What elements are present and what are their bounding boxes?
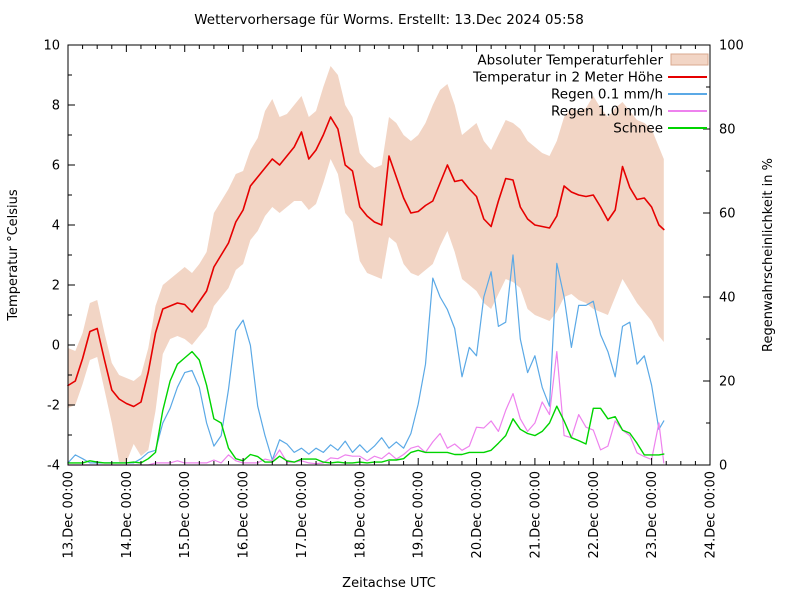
legend-label: Schnee [613, 121, 663, 137]
legend-entry: Regen 1.0 mm/h [551, 104, 707, 120]
legend-entry: Schnee [613, 121, 707, 137]
temperature-error-band [68, 66, 664, 462]
x-tick-label: 20.Dec 00:00 [470, 471, 485, 558]
y-left-tick-label: 2 [52, 279, 60, 294]
snow-line [67, 350, 665, 464]
y-right-tick-label: 60 [719, 207, 736, 222]
y-right-tick-label: 40 [719, 291, 736, 306]
y-left-tick-label: 10 [43, 39, 60, 54]
y-right-tick-label: 100 [719, 39, 744, 54]
x-tick-label: 18.Dec 00:00 [353, 471, 368, 558]
y-left-tick-label: 6 [52, 159, 60, 174]
legend-band-swatch [670, 53, 709, 66]
temperature-line [67, 116, 665, 408]
x-tick-label: 21.Dec 00:00 [528, 471, 543, 558]
x-tick-label: 13.Dec 00:00 [62, 471, 77, 558]
legend-label: Regen 0.1 mm/h [551, 87, 663, 103]
rain01-line [67, 254, 665, 464]
legend-label: Regen 1.0 mm/h [551, 104, 663, 120]
y-left-tick-label: -2 [47, 399, 60, 414]
x-tick-label: 23.Dec 00:00 [645, 471, 660, 558]
x-tick-label: 22.Dec 00:00 [587, 471, 602, 558]
rain10-line [67, 351, 665, 466]
y-right-tick-label: 80 [719, 123, 736, 138]
temperature-error-band-area [68, 66, 664, 462]
x-tick-label: 24.Dec 00:00 [704, 471, 719, 558]
x-tick-label: 19.Dec 00:00 [412, 471, 427, 558]
x-tick-label: 14.Dec 00:00 [120, 471, 135, 558]
y-left-tick-label: 0 [52, 339, 60, 354]
x-tick-label: 17.Dec 00:00 [295, 471, 310, 558]
x-tick-label: 16.Dec 00:00 [237, 471, 252, 558]
y-left-tick-label: 4 [52, 219, 60, 234]
legend-entry: Regen 0.1 mm/h [551, 87, 707, 103]
y-axis-label-right: Regenwahrscheinlichkeit in % [761, 158, 776, 352]
legend-label: Absoluter Temperaturfehler [477, 53, 663, 69]
x-tick-label: 15.Dec 00:00 [178, 471, 193, 558]
legend-label: Temperatur in 2 Meter Höhe [472, 70, 663, 86]
y-right-tick-label: 0 [719, 459, 727, 474]
y-left-tick-label: 8 [52, 99, 60, 114]
legend-entry: Absoluter Temperaturfehler [477, 53, 709, 69]
data-lines [67, 116, 665, 466]
chart-title: Wettervorhersage für Worms. Erstellt: 13… [194, 12, 584, 28]
y-axis-label-left: Temperatur °Celsius [6, 189, 21, 322]
y-right-tick-label: 20 [719, 375, 736, 390]
x-axis-label: Zeitachse UTC [342, 576, 436, 591]
legend-entry: Temperatur in 2 Meter Höhe [472, 70, 707, 86]
y-left-tick-label: -4 [47, 459, 60, 474]
